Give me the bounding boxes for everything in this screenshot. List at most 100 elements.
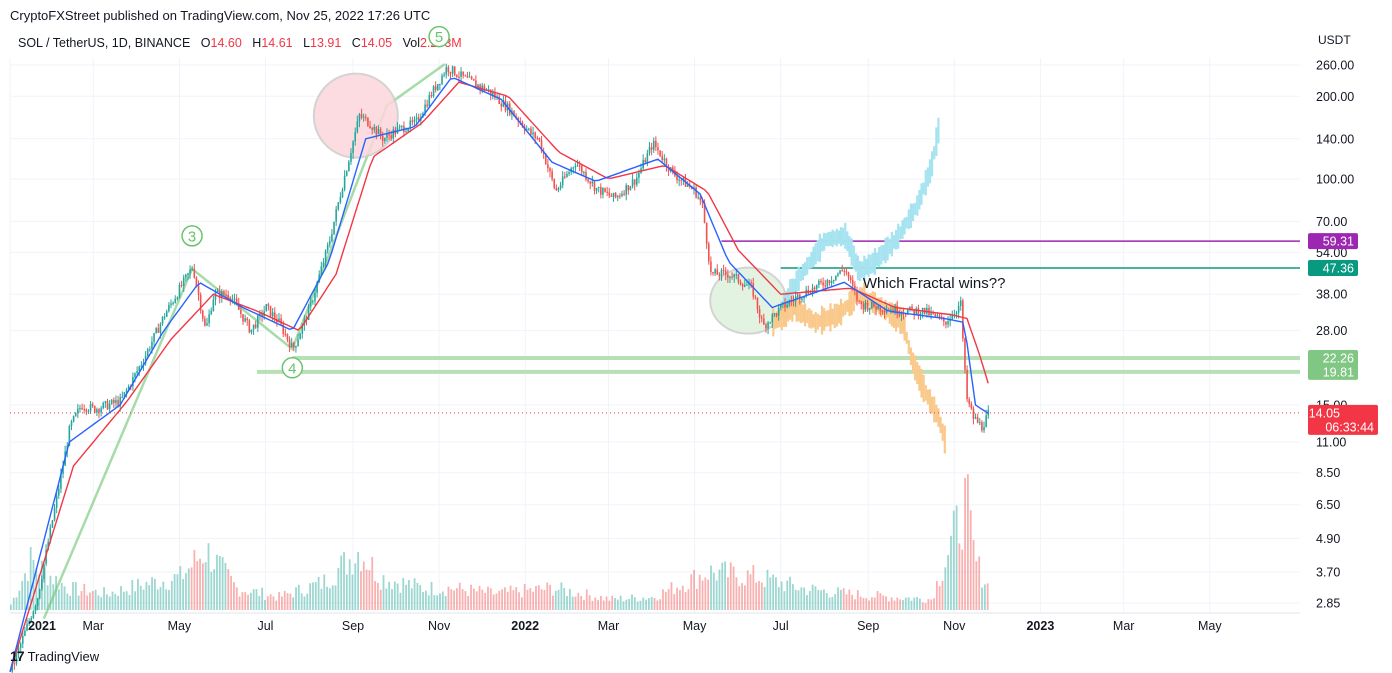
- candle-body: [201, 310, 204, 319]
- candle-body: [871, 301, 873, 308]
- volume-bar: [679, 590, 681, 610]
- candle-body: [475, 80, 477, 87]
- volume-bar: [156, 589, 159, 610]
- candle-body: [439, 83, 441, 85]
- candle-body: [265, 304, 268, 312]
- candle-body: [600, 186, 602, 195]
- candle-body: [561, 176, 564, 186]
- volume-bar: [60, 582, 63, 610]
- candle-body: [373, 126, 376, 130]
- candle-body: [661, 156, 664, 161]
- candle-body: [350, 153, 352, 162]
- volume-bar: [913, 597, 916, 610]
- candle-body: [585, 171, 587, 180]
- volume-bar: [543, 589, 546, 610]
- candle-body: [360, 114, 363, 118]
- volume-bar: [727, 577, 729, 610]
- volume-bar: [789, 576, 791, 610]
- volume-bar: [368, 570, 371, 610]
- candle-body: [553, 179, 556, 188]
- volume-bar: [695, 588, 698, 610]
- fractal-projection-orange-bar: [789, 301, 792, 320]
- volume-bar: [566, 595, 568, 610]
- candle-body: [384, 138, 386, 141]
- candle-body: [551, 171, 553, 180]
- volume-bar: [292, 597, 295, 610]
- volume-bar: [91, 591, 94, 610]
- candle-body: [854, 285, 856, 291]
- volume-bar: [859, 596, 862, 610]
- candle-body: [242, 314, 244, 322]
- candle-body: [868, 307, 871, 311]
- volume-bar: [348, 559, 351, 610]
- volume-bar: [817, 589, 820, 610]
- candle-body: [621, 193, 623, 196]
- fractal-projection-blue-bar: [914, 202, 917, 216]
- volume-bar: [523, 584, 526, 610]
- price-level-tag: [1308, 363, 1358, 380]
- candle-body: [197, 285, 200, 295]
- volume-bar: [458, 582, 461, 610]
- tradingview-logo-icon: 17: [10, 648, 25, 664]
- candle-body: [314, 292, 316, 302]
- fractal-projection-orange-bar: [797, 299, 800, 322]
- fractal-projection-orange-bar: [897, 310, 900, 328]
- volume-bar: [108, 596, 111, 610]
- time-axis-tick: Sep: [857, 619, 879, 633]
- volume-bar: [393, 581, 396, 610]
- fractal-projection-blue-bar: [856, 255, 860, 281]
- candle-body: [862, 304, 865, 310]
- fractal-projection-orange-bar: [890, 302, 893, 327]
- currency-label[interactable]: USDT: [1318, 33, 1351, 47]
- candle-body: [530, 128, 532, 135]
- candle-body: [606, 191, 608, 193]
- volume-bar: [258, 595, 261, 610]
- candle-body: [244, 318, 246, 322]
- fractal-projection-blue-bar: [852, 245, 855, 269]
- fractal-projection-blue-bar: [829, 231, 832, 246]
- candle-body: [746, 284, 748, 286]
- candle-body: [580, 165, 583, 173]
- volume-bar: [450, 589, 453, 610]
- candle-body: [544, 153, 547, 165]
- volume-bar: [410, 588, 413, 610]
- volume-bar: [964, 477, 966, 610]
- candle-body: [644, 159, 647, 163]
- volume-bar: [334, 585, 337, 610]
- time-axis-tick: Jul: [773, 619, 789, 633]
- candle-body: [157, 328, 160, 333]
- candle-body: [714, 269, 716, 274]
- candle-body: [494, 92, 496, 98]
- candle-body: [208, 314, 210, 324]
- volume-bar: [224, 562, 227, 610]
- candle-body: [125, 389, 128, 393]
- fractal-projection-orange-bar: [905, 331, 908, 344]
- volume-bar: [433, 595, 436, 610]
- fractal-projection-orange-bar: [842, 303, 845, 317]
- time-axis-tick: Mar: [83, 619, 105, 633]
- candle-body: [629, 186, 632, 191]
- volume-bar: [328, 588, 331, 610]
- wave-label-number: 4: [288, 360, 296, 377]
- volume-bar: [910, 600, 913, 610]
- close-value: 14.05: [360, 36, 393, 50]
- fractal-projection-orange-bar: [933, 396, 936, 423]
- volume-bar: [221, 557, 224, 610]
- fractal-projection-blue-bar: [787, 288, 790, 306]
- candle-body: [140, 365, 143, 367]
- volume-bar: [950, 535, 952, 610]
- fractal-projection-orange-bar: [814, 311, 817, 333]
- candle-body: [102, 402, 105, 409]
- volume-bar: [176, 574, 179, 610]
- price-level-tag: [1308, 259, 1358, 276]
- volume-label: Vol: [402, 36, 420, 50]
- fractal-projection-orange-bar: [776, 310, 779, 328]
- volume-bar: [571, 596, 574, 610]
- fractal-projection-blue-bar: [842, 227, 845, 245]
- tradingview-logo[interactable]: 17 TradingView: [10, 648, 99, 664]
- fractal-projection-orange-bar: [914, 355, 917, 381]
- fractal-projection-orange-bar: [816, 313, 819, 330]
- high-value: 14.61: [261, 36, 293, 50]
- candle-body: [252, 324, 255, 330]
